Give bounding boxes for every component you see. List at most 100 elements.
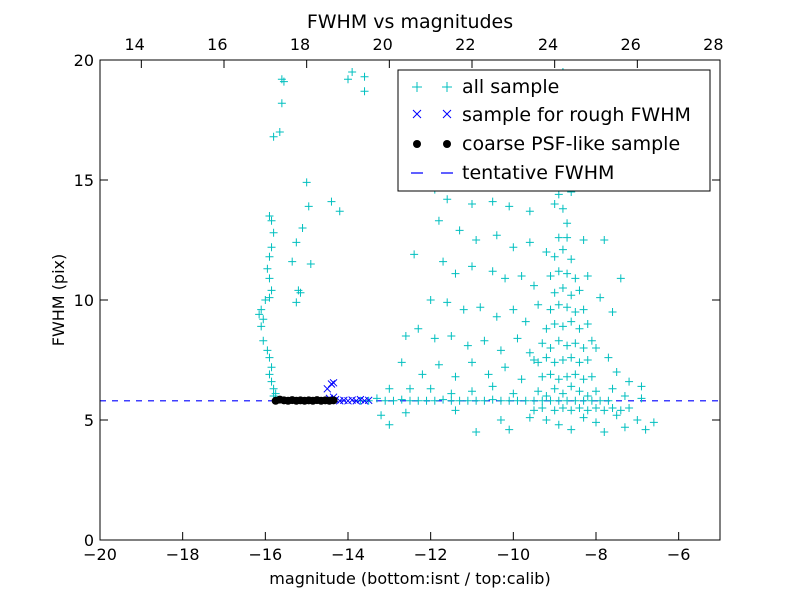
all-sample-point — [414, 324, 423, 333]
all-sample-point — [554, 420, 563, 429]
all-sample-point — [579, 236, 588, 244]
all-sample-point — [579, 413, 588, 422]
all-sample-point — [612, 411, 621, 420]
all-sample-point — [620, 423, 629, 432]
all-sample-point — [263, 346, 272, 355]
all-sample-point — [496, 396, 505, 405]
all-sample-point — [480, 336, 489, 345]
y-tick-label: 0 — [84, 531, 94, 550]
all-sample-point — [530, 396, 538, 405]
all-sample-point — [604, 396, 613, 405]
all-sample-point — [550, 252, 559, 261]
top-tick-label: 24 — [538, 35, 558, 54]
all-sample-point — [410, 250, 419, 259]
all-sample-point — [267, 377, 276, 386]
all-sample-point — [496, 346, 505, 355]
all-sample-point — [381, 396, 390, 405]
all-sample-point — [563, 303, 572, 312]
all-sample-point — [426, 384, 435, 393]
all-sample-point — [468, 200, 476, 208]
all-sample-point — [525, 348, 534, 357]
all-sample-point — [583, 356, 592, 364]
all-sample-point — [397, 395, 406, 404]
all-sample-point — [463, 341, 472, 350]
x-tick-label: −20 — [83, 545, 117, 564]
all-sample-point — [509, 243, 518, 252]
all-sample-point — [592, 387, 600, 396]
all-sample-point — [505, 396, 514, 405]
all-sample-point — [496, 416, 505, 424]
all-sample-point — [554, 267, 563, 276]
all-sample-point — [542, 416, 551, 424]
all-sample-point — [459, 305, 468, 314]
all-sample-point — [575, 286, 584, 295]
all-sample-point — [612, 368, 621, 376]
all-sample-point — [550, 384, 559, 393]
all-sample-point — [608, 404, 617, 412]
all-sample-point — [625, 404, 634, 412]
all-sample-point — [542, 248, 551, 256]
all-sample-point — [468, 262, 476, 271]
coarse-sample-layer — [271, 395, 338, 405]
all-sample-point — [592, 418, 600, 427]
all-sample-point — [567, 406, 576, 415]
all-sample-point — [472, 396, 481, 405]
all-sample-point — [567, 353, 576, 362]
all-sample-point — [517, 272, 526, 280]
all-sample-point — [261, 296, 270, 304]
legend: all sample sample for rough FWHM coarse … — [397, 69, 711, 192]
top-tick-label: 22 — [455, 35, 475, 54]
all-sample-point — [558, 204, 567, 213]
all-sample-point — [567, 291, 576, 300]
rough-sample-point — [364, 396, 373, 405]
all-sample-point — [488, 395, 497, 404]
all-sample-point — [625, 377, 634, 386]
all-sample-point — [550, 320, 559, 328]
top-tick-label: 26 — [620, 35, 640, 54]
bottom-x-tick-labels: −20 −18 −16 −14 −12 −10 −8 −6 — [83, 545, 690, 564]
all-sample-point — [534, 387, 543, 396]
all-sample-point — [637, 394, 646, 403]
all-sample-point — [443, 195, 452, 204]
all-sample-point — [554, 300, 563, 309]
all-sample-point — [600, 236, 609, 244]
all-sample-point — [579, 344, 588, 352]
x-tick-label: −10 — [496, 545, 530, 564]
all-sample-point — [505, 425, 514, 434]
all-sample-point — [259, 315, 268, 324]
all-sample-point — [587, 396, 596, 405]
all-sample-point — [608, 308, 617, 316]
all-sample-point — [558, 404, 567, 412]
all-sample-point — [542, 353, 551, 362]
rough-sample-point — [329, 378, 338, 387]
all-sample-point — [538, 372, 547, 381]
legend-label: all sample — [462, 76, 559, 98]
all-sample-point — [513, 396, 522, 405]
top-tick-label: 14 — [124, 35, 144, 54]
coarse-sample-point — [329, 396, 338, 405]
top-tick-label: 28 — [703, 35, 723, 54]
legend-x-marker — [412, 109, 452, 119]
all-sample-point — [583, 320, 592, 328]
all-sample-point — [304, 202, 313, 211]
all-sample-point — [468, 387, 476, 396]
top-x-tick-labels: 14 16 18 20 22 24 26 28 — [124, 35, 723, 54]
all-sample-point — [563, 219, 572, 228]
all-sample-point — [583, 272, 592, 280]
all-sample-point — [538, 339, 547, 348]
legend-entry-coarse: coarse PSF-like sample — [413, 133, 680, 155]
all-sample-point — [263, 264, 272, 273]
all-sample-point — [455, 396, 464, 405]
all-sample-point — [267, 216, 276, 225]
all-sample-point — [292, 298, 301, 307]
all-sample-point — [575, 404, 584, 412]
all-sample-point — [501, 274, 510, 283]
all-sample-point — [546, 396, 555, 405]
all-sample-point — [571, 308, 580, 316]
all-sample-point — [434, 216, 443, 225]
all-sample-point — [596, 293, 605, 302]
all-sample-point — [649, 418, 658, 427]
all-sample-layer — [255, 68, 658, 436]
all-sample-point — [296, 288, 305, 297]
all-sample-point — [592, 404, 600, 412]
